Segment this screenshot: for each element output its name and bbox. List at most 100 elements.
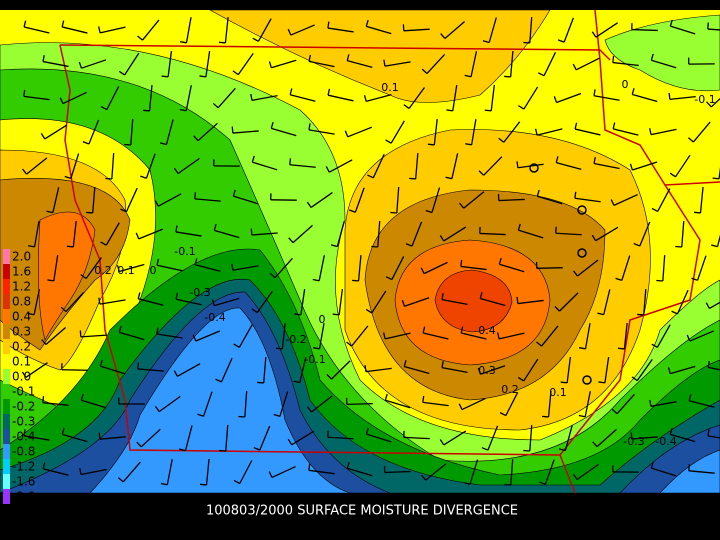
barb-flag (499, 412, 507, 417)
barb (231, 126, 259, 134)
contour-label: -0.4 (655, 435, 676, 448)
barb-flag (440, 33, 446, 39)
barb-flag (289, 158, 292, 165)
barb-flag (268, 471, 273, 478)
barb (179, 85, 192, 112)
barb-flag (427, 143, 435, 146)
border (559, 184, 701, 456)
barb-flag (349, 209, 356, 213)
barb (651, 324, 671, 348)
legend-swatch (3, 339, 10, 354)
barb-shaft (391, 256, 405, 280)
barb (154, 395, 181, 413)
barb-flag (669, 19, 673, 27)
barb-flag (365, 19, 369, 27)
barb (631, 23, 658, 32)
barb (669, 19, 696, 35)
barb (325, 159, 353, 173)
barb (610, 194, 638, 206)
barb-flag (498, 137, 505, 143)
legend-swatch (3, 294, 10, 309)
barb-shaft (564, 425, 573, 451)
barb-shaft (347, 467, 373, 477)
barb (327, 21, 354, 33)
barb-flag (578, 414, 586, 418)
barb (705, 301, 720, 309)
barb (421, 463, 447, 481)
barb-flag (179, 41, 187, 44)
barb-flag (421, 68, 428, 75)
barb-shaft (290, 24, 315, 36)
contour-label: -0.4 (204, 311, 225, 324)
barb-shaft (441, 366, 468, 374)
barb-flag (232, 189, 236, 197)
contour-label: 0.2 (501, 383, 519, 396)
barb-shaft (329, 159, 353, 173)
contour-label: 0.1 (117, 264, 135, 277)
barb (159, 119, 174, 146)
barb-shaft (23, 95, 50, 101)
barb-shaft (593, 95, 620, 101)
barb-shaft (119, 331, 145, 341)
barb-shaft (111, 152, 115, 180)
barb (557, 17, 574, 43)
barb-shaft (716, 234, 720, 247)
legend-label: 0.8 (12, 295, 31, 309)
barb-shaft (225, 424, 229, 452)
barb (307, 395, 333, 413)
barb-flag (630, 432, 633, 440)
barb-shaft (252, 161, 278, 171)
legend-label: 1.2 (12, 280, 31, 294)
barb (79, 330, 107, 338)
barb (78, 59, 107, 69)
barb-flag (707, 429, 710, 437)
contour-label: 0.1 (549, 386, 567, 399)
barb-shaft (384, 470, 411, 474)
barb-shaft (584, 391, 591, 417)
barb (422, 395, 449, 407)
barb-flag (306, 201, 312, 208)
barb (238, 390, 248, 418)
barb-flag (420, 267, 425, 274)
barb (504, 50, 514, 78)
barb-flag (482, 40, 490, 44)
barb-shaft (251, 232, 278, 236)
barb-flag (633, 242, 641, 247)
barb-flag (478, 170, 485, 176)
barb-flag (212, 102, 219, 109)
barb-flag (98, 297, 101, 305)
barb-shaft (470, 51, 478, 77)
barb-flag (463, 481, 471, 486)
barb (293, 357, 307, 384)
legend-label: -0.4 (12, 430, 35, 444)
barb (135, 228, 164, 240)
barb-shaft (460, 332, 487, 340)
barb-shaft (347, 126, 373, 138)
barb-shaft (498, 332, 525, 340)
barb-shaft (166, 459, 173, 485)
barb-flag (307, 406, 313, 413)
barb-flag (422, 326, 426, 334)
barb-flag (517, 223, 521, 231)
barb-shaft (158, 193, 182, 207)
barb-flag (422, 395, 425, 403)
barb-shaft (543, 52, 557, 76)
legend-label: 0.1 (12, 355, 31, 369)
barb-flag (593, 156, 596, 164)
barb (651, 188, 671, 213)
barb-shaft (441, 298, 468, 306)
barb-flag (504, 75, 511, 78)
barb-flag (611, 408, 618, 415)
barb-flag (384, 393, 388, 401)
barb (439, 430, 467, 446)
barb-flag (445, 176, 453, 180)
barb (516, 297, 544, 305)
barb-shaft (490, 85, 495, 111)
station (582, 375, 592, 385)
barb (308, 54, 335, 68)
barb (385, 256, 405, 281)
barb (99, 359, 126, 375)
barb (233, 324, 253, 348)
barb-flag (651, 207, 658, 213)
barb-shaft (639, 221, 651, 247)
